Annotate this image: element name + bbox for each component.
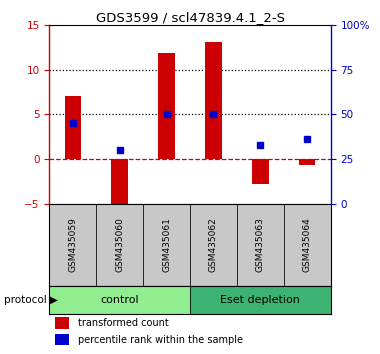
Bar bbox=[96, 204, 143, 286]
Bar bbox=[49, 204, 96, 286]
Bar bbox=[143, 204, 190, 286]
Text: GSM435061: GSM435061 bbox=[162, 217, 171, 272]
Bar bbox=[205, 42, 222, 159]
Text: GSM435063: GSM435063 bbox=[256, 217, 265, 272]
Bar bbox=[284, 204, 331, 286]
Bar bbox=[111, 159, 128, 217]
Text: control: control bbox=[100, 295, 139, 305]
Text: GSM435062: GSM435062 bbox=[209, 217, 218, 272]
Text: protocol ▶: protocol ▶ bbox=[4, 295, 58, 305]
Bar bbox=[49, 286, 190, 314]
Bar bbox=[190, 204, 237, 286]
Bar bbox=[252, 159, 269, 184]
Title: GDS3599 / scl47839.4.1_2-S: GDS3599 / scl47839.4.1_2-S bbox=[95, 11, 285, 24]
Bar bbox=[190, 286, 331, 314]
Text: percentile rank within the sample: percentile rank within the sample bbox=[78, 335, 242, 344]
Text: GSM435059: GSM435059 bbox=[68, 217, 78, 272]
Text: GSM435064: GSM435064 bbox=[302, 217, 312, 272]
Bar bbox=[237, 204, 284, 286]
Bar bbox=[55, 333, 69, 345]
Bar bbox=[55, 317, 69, 329]
Bar bbox=[65, 96, 81, 159]
Bar bbox=[299, 159, 315, 165]
Text: GSM435060: GSM435060 bbox=[115, 217, 124, 272]
Bar bbox=[158, 53, 175, 159]
Text: Eset depletion: Eset depletion bbox=[220, 295, 300, 305]
Text: transformed count: transformed count bbox=[78, 318, 168, 328]
